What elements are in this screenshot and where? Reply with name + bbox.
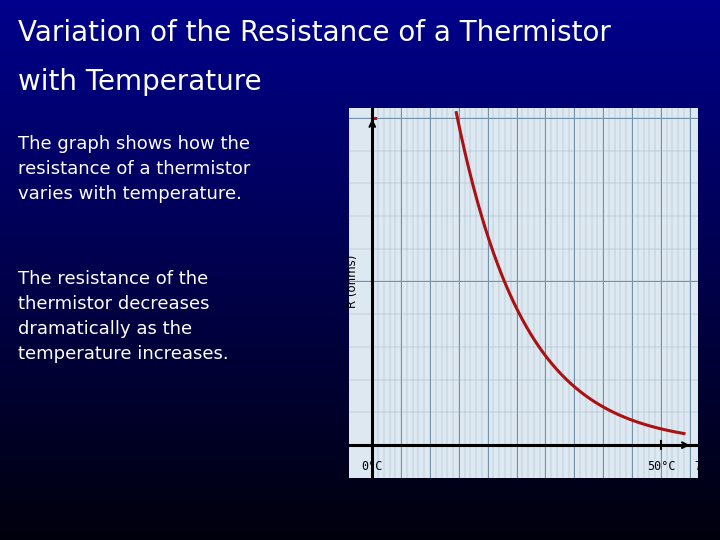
Text: The graph shows how the
resistance of a thermistor
varies with temperature.: The graph shows how the resistance of a … — [18, 135, 251, 203]
Text: 50°C: 50°C — [647, 460, 675, 473]
Text: with Temperature: with Temperature — [18, 68, 261, 96]
Text: The resistance of the
thermistor decreases
dramatically as the
temperature incre: The resistance of the thermistor decreas… — [18, 270, 229, 363]
Text: T: T — [694, 460, 702, 473]
Text: R (ohms): R (ohms) — [346, 255, 359, 308]
Text: 0°C: 0°C — [361, 460, 383, 473]
Text: Variation of the Resistance of a Thermistor: Variation of the Resistance of a Thermis… — [18, 19, 611, 47]
